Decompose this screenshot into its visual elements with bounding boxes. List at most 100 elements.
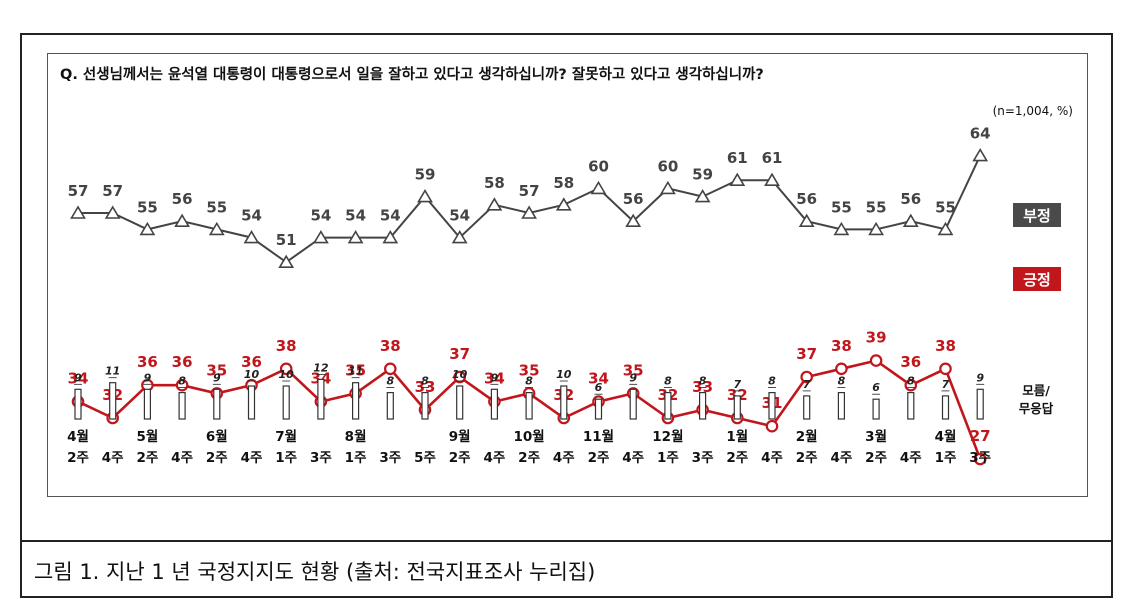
negative-value-label: 59 [415,166,436,184]
dontknow-bar [594,398,603,420]
negative-value-label: 57 [68,182,89,200]
dontknow-bar [352,382,360,420]
dontknow-value-label: 9 [976,371,984,384]
dontknow-bar [976,388,984,420]
positive-marker [973,452,987,466]
positive-value-label: 37 [796,345,817,363]
negative-value-label: 54 [310,207,331,225]
sample-note: (n=1,004, %) [993,104,1073,118]
month-tick-label: 1월 [726,428,748,445]
month-tick-label: 7월 [275,428,297,445]
dontknow-bar [213,388,221,420]
dontknow-bar [109,382,117,420]
dontknow-bar [907,392,915,420]
dontknow-bar [560,385,568,420]
negative-value-label: 55 [137,198,158,216]
negative-value-label: 59 [692,166,713,184]
negative-marker [833,221,850,236]
month-tick-label: 5월 [136,428,158,445]
negative-marker [937,221,954,236]
positive-value-label: 27 [970,427,991,445]
dontknow-value-label: 8 [386,375,394,388]
dontknow-bar [837,392,846,420]
week-tick-label: 4주 [553,450,575,466]
positive-marker [869,354,883,367]
positive-value-label: 33 [692,378,713,396]
negative-marker [972,148,989,162]
negative-marker [451,230,468,244]
month-tick-label: 9월 [449,428,471,445]
dontknow-value-label: 8 [768,375,776,388]
week-tick-label: 2주 [206,450,228,466]
dontknow-value-label: 10 [556,368,572,381]
negative-marker [729,172,746,186]
positive-value-label: 35 [206,361,227,379]
negative-marker [347,230,364,244]
negative-marker [868,221,885,236]
dontknow-value-label: 8 [838,375,846,388]
negative-marker [659,180,676,195]
dontknow-value-label: 8 [525,375,533,388]
week-tick-label: 1주 [275,450,297,466]
dontknow-value-label: 11 [105,365,120,378]
week-tick-label: 3주 [379,450,401,466]
week-tick-label: 3주 [692,450,714,466]
negative-value-label: 54 [241,207,262,225]
month-tick-label: 12월 [652,428,683,445]
dontknow-value-label: 9 [213,371,221,384]
dontknow-bar [178,392,186,420]
legend-negative-box [1013,203,1061,227]
dontknow-value-label: 8 [178,375,186,388]
negative-value-label: 57 [102,182,123,200]
negative-value-label: 54 [449,207,470,225]
negative-value-label: 55 [206,198,227,216]
negative-marker [521,205,538,219]
negative-marker [312,230,329,244]
month-tick-label: 3월 [865,428,887,445]
week-tick-label: 2주 [136,450,158,466]
positive-value-label: 34 [310,370,331,388]
positive-marker [765,419,779,433]
negative-value-label: 64 [970,125,991,143]
negative-marker [278,254,295,269]
negative-marker [417,189,433,203]
positive-value-label: 38 [380,337,401,355]
figure-caption: 그림 1. 지난 1 년 국정지지도 현황 (출처: 전국지표조사 누리집) [34,560,596,584]
dontknow-bar [282,385,290,420]
negative-value-label: 60 [588,157,609,175]
dontknow-value-label: 8 [907,375,915,388]
week-tick-label: 2주 [67,450,89,466]
negative-marker [590,180,607,195]
week-tick-label: 4주 [483,450,505,466]
caption-divider [20,540,1113,542]
month-tick-label: 6월 [206,428,228,445]
negative-value-label: 55 [831,198,852,216]
dontknow-value-label: 6 [872,381,880,394]
positive-value-label: 36 [172,353,193,371]
dontknow-bar [941,395,950,420]
positive-marker [453,370,466,384]
month-tick-label: 10월 [513,428,544,445]
positive-value-label: 36 [900,353,921,371]
positive-value-label: 32 [727,386,748,404]
dontknow-value-label: 7 [733,378,741,391]
dontknow-bar [629,388,637,420]
negative-value-label: 60 [657,157,678,175]
negative-marker [764,172,780,186]
week-tick-label: 4주 [241,450,263,466]
negative-marker [902,213,919,227]
dontknow-bar [143,388,151,420]
week-tick-label: 4주 [622,450,644,466]
positive-marker [383,362,397,376]
dontknow-bar [317,378,325,420]
month-tick-label: 8월 [345,428,367,445]
positive-value-label: 34 [484,370,505,388]
week-tick-label: 5주 [414,450,436,466]
dontknow-value-label: 9 [144,371,152,384]
dontknow-value-label: 8 [664,375,672,388]
legend-positive-box [1013,267,1061,291]
positive-marker [800,370,813,384]
negative-marker [625,213,642,227]
dontknow-bar [803,395,811,420]
